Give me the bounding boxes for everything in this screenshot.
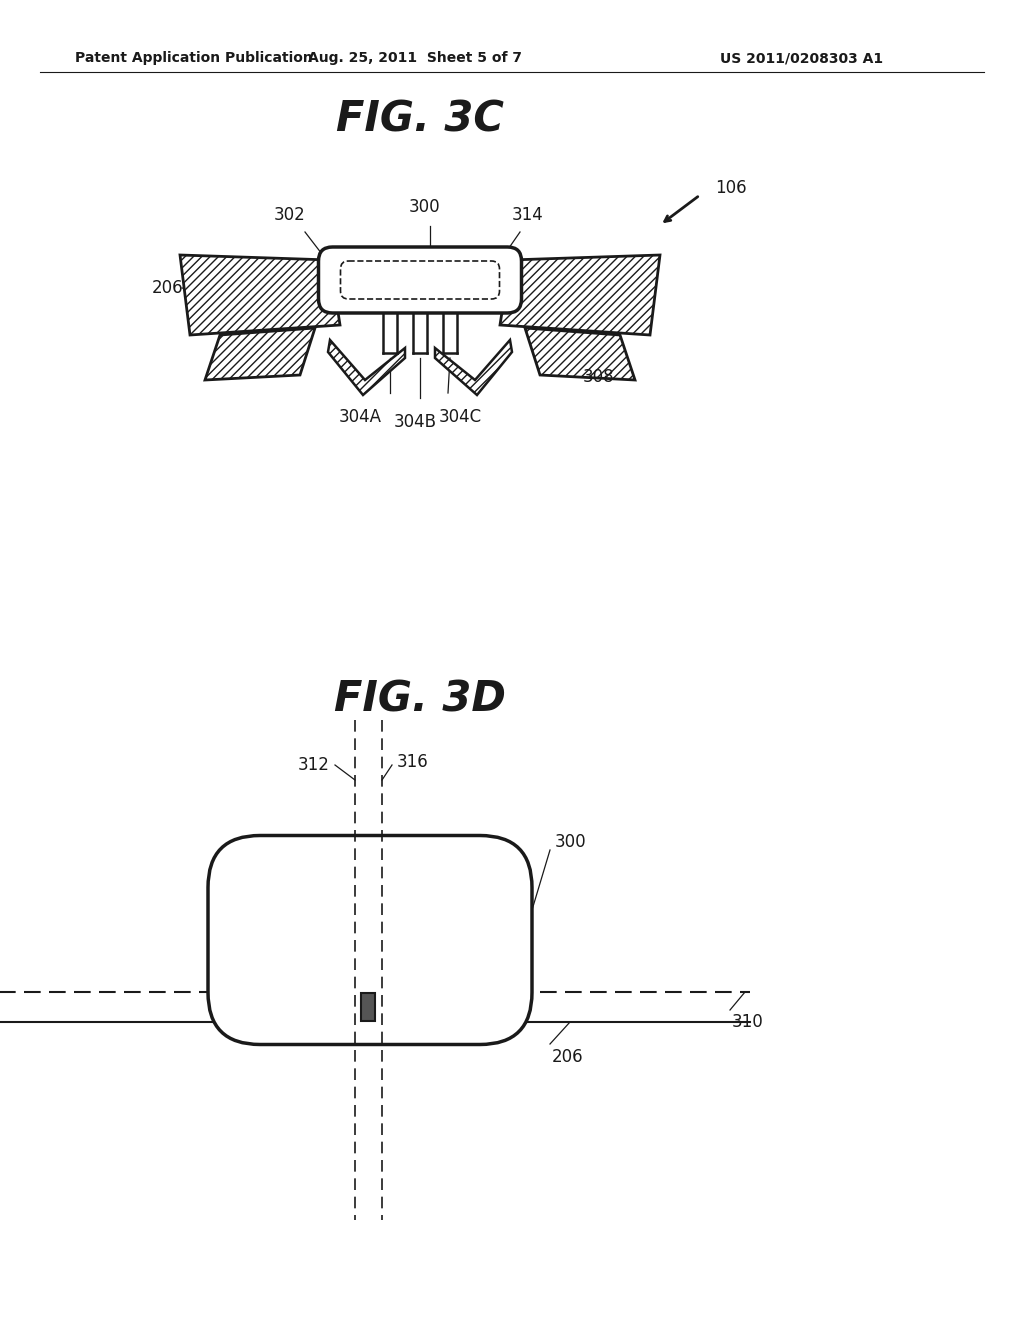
Text: 314: 314 — [512, 206, 544, 224]
Text: 312: 312 — [298, 756, 330, 774]
Polygon shape — [500, 255, 660, 335]
Text: 304A: 304A — [339, 408, 382, 426]
Polygon shape — [525, 327, 635, 380]
Text: FIG. 3C: FIG. 3C — [336, 99, 504, 141]
Text: 300: 300 — [555, 833, 587, 851]
Text: US 2011/0208303 A1: US 2011/0208303 A1 — [720, 51, 883, 65]
FancyBboxPatch shape — [341, 261, 500, 300]
Text: 304C: 304C — [438, 408, 481, 426]
FancyBboxPatch shape — [208, 836, 532, 1044]
Text: 206: 206 — [152, 279, 183, 297]
Text: 310: 310 — [732, 1012, 764, 1031]
Text: 206: 206 — [552, 1048, 584, 1067]
Text: Aug. 25, 2011  Sheet 5 of 7: Aug. 25, 2011 Sheet 5 of 7 — [308, 51, 522, 65]
Text: Patent Application Publication: Patent Application Publication — [75, 51, 312, 65]
Text: 308: 308 — [583, 368, 613, 385]
Polygon shape — [180, 255, 340, 335]
Bar — [361, 993, 375, 1020]
FancyBboxPatch shape — [318, 247, 521, 313]
Text: 304B: 304B — [393, 413, 436, 432]
Text: 308: 308 — [452, 1005, 483, 1023]
Polygon shape — [205, 327, 315, 380]
Text: FIG. 3D: FIG. 3D — [334, 678, 506, 721]
Text: 302: 302 — [274, 206, 306, 224]
Text: 304: 304 — [290, 1001, 321, 1019]
Text: 316: 316 — [397, 752, 429, 771]
Polygon shape — [328, 341, 406, 395]
Text: 300: 300 — [410, 198, 440, 216]
Polygon shape — [435, 341, 512, 395]
Text: 106: 106 — [715, 180, 746, 197]
